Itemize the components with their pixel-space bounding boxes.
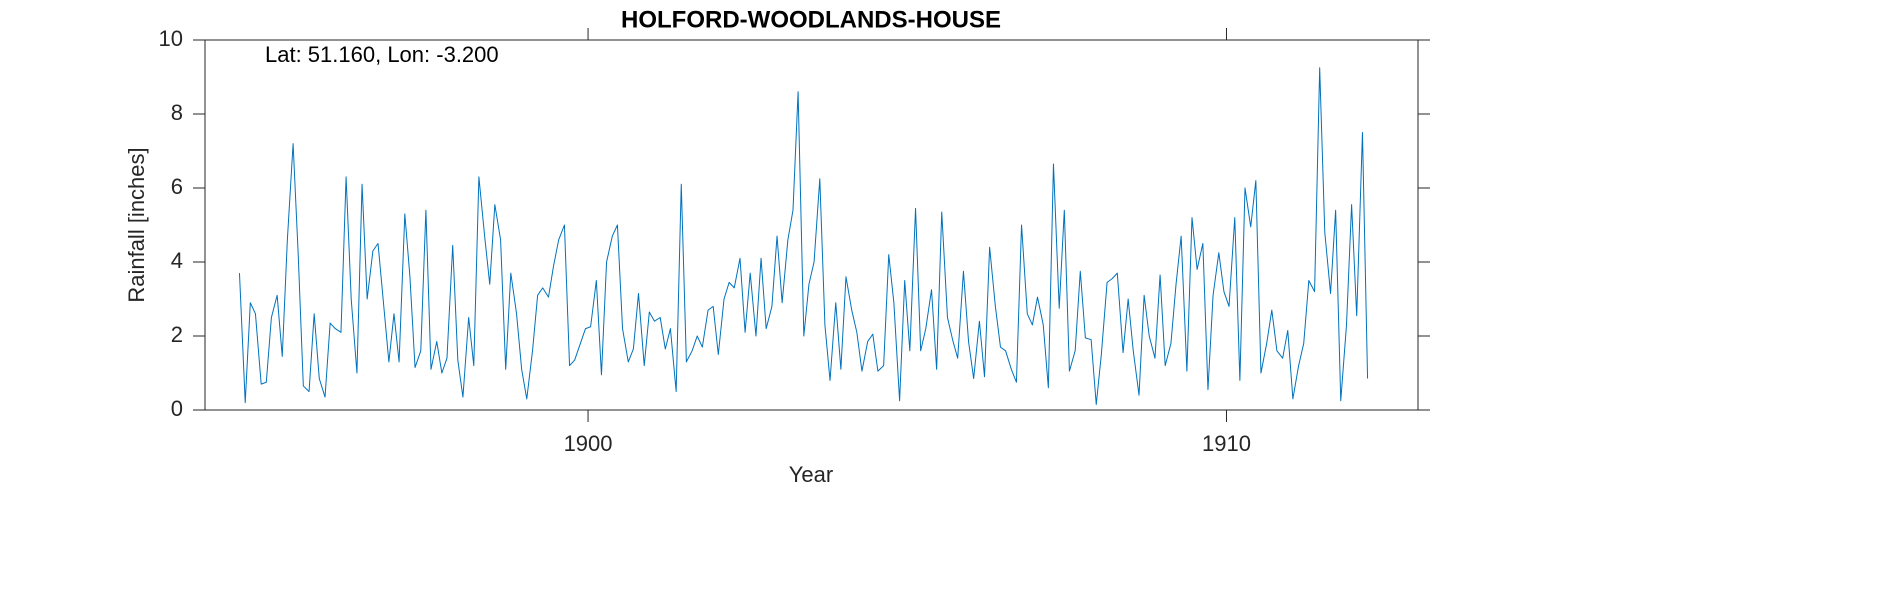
- y-tick-label: 10: [159, 26, 183, 51]
- annotation: Lat: 51.160, Lon: -3.200: [265, 42, 499, 67]
- y-tick-label: 4: [171, 248, 183, 273]
- y-tick-label: 6: [171, 174, 183, 199]
- data-line: [238, 67, 1369, 405]
- y-axis-label: Rainfall [inches]: [124, 147, 149, 302]
- chart-title: HOLFORD-WOODLANDS-HOUSE: [621, 6, 1001, 33]
- x-axis-label: Year: [789, 462, 833, 487]
- y-tick-label: 8: [171, 100, 183, 125]
- plot-box: [204, 39, 1419, 411]
- y-tick-label: 2: [171, 322, 183, 347]
- x-tick-label: 1900: [564, 431, 613, 456]
- x-tick-label: 1910: [1202, 431, 1251, 456]
- y-tick-label: 0: [171, 396, 183, 421]
